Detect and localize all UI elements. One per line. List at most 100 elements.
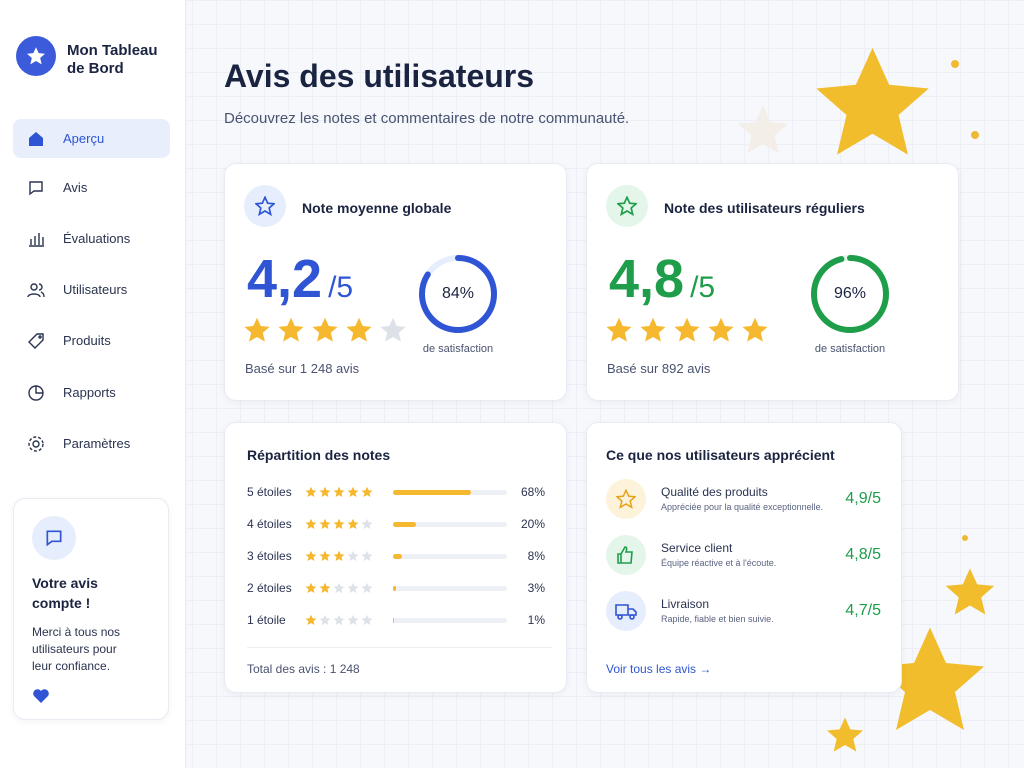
star-icon: [347, 614, 359, 626]
nav-item[interactable]: Évaluations: [13, 219, 170, 258]
card-title: Note moyenne globale: [302, 200, 452, 216]
row-percent: 1%: [527, 613, 545, 627]
page-title: Avis des utilisateurs: [224, 58, 535, 94]
nav-label: Évaluations: [63, 231, 131, 246]
item-icon: [606, 591, 646, 631]
nav-item[interactable]: Avis: [13, 168, 170, 207]
star-icon: [333, 614, 345, 626]
card-title: Répartition des notes: [247, 447, 391, 463]
basis: Basé sur 1 248 avis: [245, 361, 360, 376]
star-icon: [361, 614, 373, 626]
nav-item[interactable]: Utilisateurs: [13, 270, 170, 309]
bar: [393, 522, 416, 527]
ring-label: 84%: [441, 285, 475, 302]
ring: [419, 255, 497, 333]
star-icon: [333, 486, 345, 498]
card-title: Ce que nos utilisateurs apprécient: [606, 447, 835, 463]
card-icon: [244, 185, 286, 227]
star-icon: [347, 486, 359, 498]
see-all-link[interactable]: Voir tous les avis →: [606, 662, 712, 676]
ring-arc: [811, 255, 889, 333]
score-value: 4,8: [609, 249, 685, 309]
bar-track: [393, 618, 507, 623]
star-icon: [305, 614, 317, 626]
divider: [247, 647, 552, 648]
star-icon: [305, 582, 317, 594]
item-name: Service client: [661, 541, 733, 555]
highlights-card: Ce que nos utilisateurs apprécient Quali…: [586, 422, 902, 693]
star-icon: [319, 486, 331, 498]
logo-star: [26, 46, 46, 66]
nav-label: Utilisateurs: [63, 282, 128, 297]
bar-track: [393, 522, 507, 527]
star-icon: [361, 582, 373, 594]
basis: Basé sur 892 avis: [607, 361, 711, 376]
ring-label: 96%: [833, 285, 867, 302]
row-percent: 8%: [527, 549, 545, 563]
row-percent: 68%: [520, 485, 545, 499]
brand: Mon Tableau de Bord: [67, 42, 158, 77]
star-icon: [277, 316, 305, 344]
star-icon: [305, 518, 317, 530]
item-description: Équipe réactive et à l'écoute.: [661, 558, 777, 568]
row-percent: 20%: [520, 517, 545, 531]
star-icon: [361, 486, 373, 498]
score-value: 4,2: [247, 249, 323, 309]
nav-label: Produits: [63, 333, 111, 348]
item-score: 4,9/5: [845, 490, 881, 507]
nav-item[interactable]: Rapports: [13, 373, 170, 412]
promo-title: Votre avis compte !: [32, 575, 98, 611]
star-icon: [361, 518, 373, 530]
star-icon: [347, 582, 359, 594]
nav-label: Paramètres: [63, 436, 131, 451]
score-card: Note des utilisateurs réguliers 4,8/5 Ba…: [586, 163, 959, 401]
ring-caption: de satisfaction: [422, 343, 494, 355]
nav-label: Rapports: [63, 385, 116, 400]
card-icon: [606, 185, 648, 227]
star-icon: [639, 316, 667, 344]
bar-track: [393, 554, 507, 559]
nav-item[interactable]: Aperçu: [13, 119, 170, 158]
star-icon: [319, 518, 331, 530]
star-icon: [319, 614, 331, 626]
bar: [393, 554, 403, 559]
link-text[interactable]: Voir tous les avis: [606, 662, 697, 676]
star-icon: [243, 316, 271, 344]
row-label: 1 étoile: [247, 613, 286, 627]
score: 4,8/5: [609, 248, 715, 310]
star-icon: [311, 316, 339, 344]
star-icon: [305, 550, 317, 562]
nav-item[interactable]: Produits: [13, 321, 170, 360]
item-score: 4,7/5: [845, 602, 881, 619]
distribution-card: Répartition des notes 5 étoiles 68% 4 ét…: [224, 422, 567, 693]
item-icon: [606, 535, 646, 575]
card-title: Note des utilisateurs réguliers: [664, 200, 865, 216]
decor-stars: [737, 47, 979, 155]
promo-icon: [32, 516, 76, 560]
star-icon: [333, 518, 345, 530]
star-icon: [319, 582, 331, 594]
star-icon: [347, 550, 359, 562]
score-scale: /5: [690, 271, 716, 304]
promo-text: Merci à tous nos utilisateurs pour leur …: [32, 625, 121, 673]
bar-track: [393, 586, 507, 591]
bar: [393, 490, 471, 495]
item-score: 4,8/5: [845, 546, 881, 563]
item-name: Livraison: [661, 597, 710, 611]
score-scale: /5: [328, 271, 354, 304]
star-icon: [345, 316, 373, 344]
star-icon: [673, 316, 701, 344]
nav-label: Avis: [63, 180, 88, 195]
star-icon: [319, 550, 331, 562]
promo-card: Votre avis compte ! Merci à tous nos uti…: [13, 498, 169, 720]
star-icon: [333, 550, 345, 562]
nav-label: Aperçu: [63, 131, 105, 146]
heart-icon: [33, 689, 49, 703]
ring-arc: [419, 255, 497, 333]
total: Total des avis : 1 248: [247, 662, 360, 676]
nav-item[interactable]: Paramètres: [13, 424, 170, 463]
logo: [16, 36, 56, 76]
page-subtitle: Découvrez les notes et commentaires de n…: [224, 110, 630, 127]
star-icon: [707, 316, 735, 344]
